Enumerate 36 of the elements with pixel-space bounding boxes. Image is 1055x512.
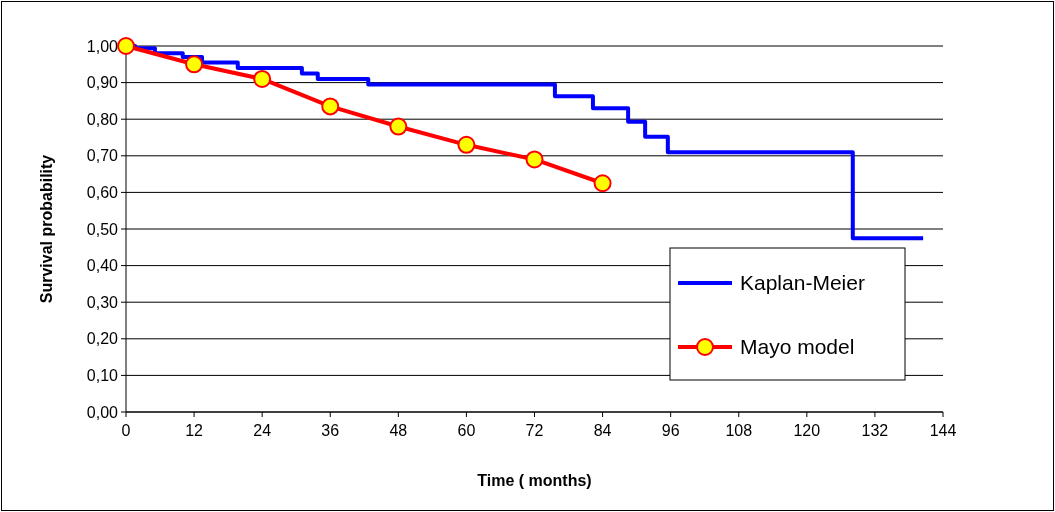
y-axis-title: Survival probability (38, 154, 55, 304)
x-tick-label: 12 (185, 422, 204, 439)
x-tick-label: 96 (661, 422, 680, 439)
x-tick-label: 120 (793, 422, 821, 439)
y-tick-label: 0,30 (86, 293, 119, 311)
y-tick-label: 1,00 (86, 37, 119, 55)
point (457, 135, 476, 154)
x-axis-title: Time ( months) (477, 472, 592, 489)
point (593, 174, 612, 193)
point (525, 150, 544, 169)
y-tick-label: 0,10 (86, 367, 119, 384)
point (117, 37, 135, 55)
x-tick-label: 24 (253, 422, 272, 439)
legend-label: Mayo model (740, 335, 855, 359)
y-tick-label: 0,20 (86, 330, 119, 348)
y-tick-label: 0,40 (86, 257, 119, 275)
point (389, 117, 408, 136)
y-tick-label: 0,80 (86, 110, 119, 128)
x-tick-label: 60 (457, 422, 476, 439)
x-tick-label: 84 (593, 422, 612, 439)
x-tick-label: 48 (389, 422, 408, 439)
x-tick-label: 144 (929, 422, 957, 439)
x-tick-label: 0 (121, 422, 131, 439)
y-tick-label: 0,00 (86, 403, 119, 421)
y-tick-label: 0,90 (86, 74, 119, 92)
x-tick-label: 72 (525, 422, 544, 439)
y-tick-label: 0,60 (86, 184, 119, 201)
x-tick-label: 132 (861, 422, 889, 439)
point (185, 55, 204, 74)
y-tick-label: 0,70 (86, 147, 119, 165)
point (321, 97, 340, 116)
legend-label: Kaplan-Meier (740, 271, 865, 295)
y-tick-label: 0,50 (86, 220, 119, 238)
x-tick-label: 108 (725, 422, 753, 439)
point (253, 69, 272, 88)
x-tick-label: 36 (321, 422, 340, 439)
